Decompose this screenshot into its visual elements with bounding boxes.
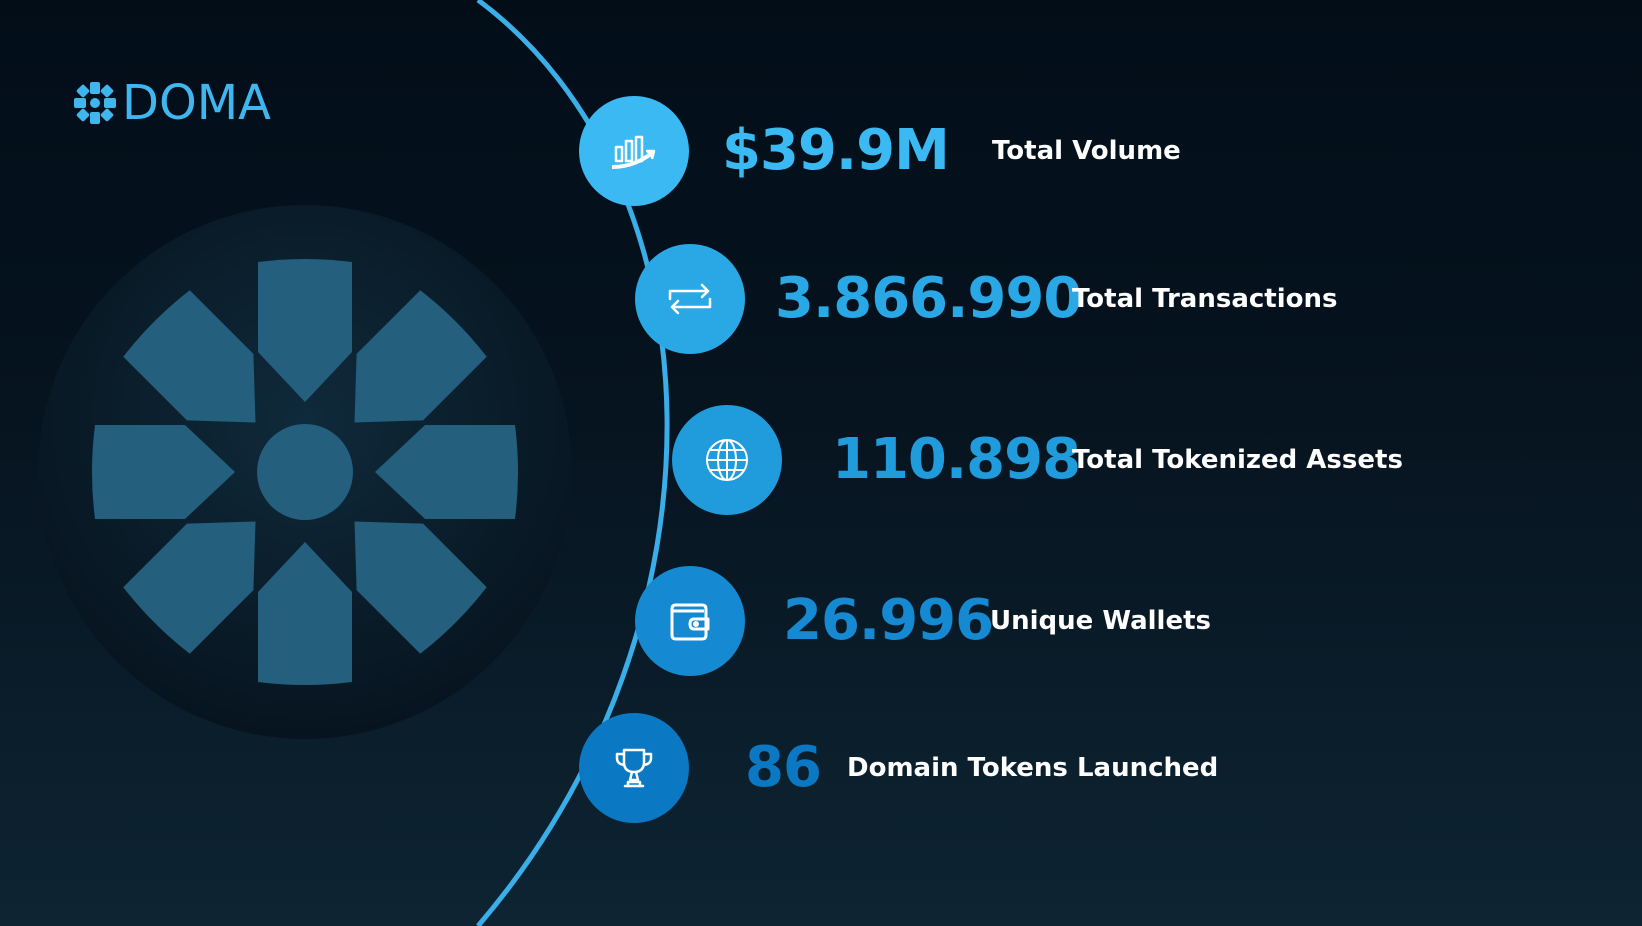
stat-label: Domain Tokens Launched bbox=[847, 753, 1219, 783]
globe-icon bbox=[672, 405, 782, 515]
wallet-icon bbox=[635, 566, 745, 676]
stat-value: 110.898 bbox=[832, 427, 1081, 492]
trophy-icon bbox=[579, 713, 689, 823]
stat-label: Total Transactions bbox=[1072, 284, 1338, 314]
stat-label: Unique Wallets bbox=[990, 606, 1211, 636]
swap-arrows-icon bbox=[635, 244, 745, 354]
brand-logo: DOMA bbox=[72, 78, 271, 128]
emblem-petals bbox=[92, 259, 518, 685]
stat-value: $39.9M bbox=[722, 118, 950, 183]
brand-name: DOMA bbox=[122, 75, 271, 131]
stat-label: Total Tokenized Assets bbox=[1072, 445, 1403, 475]
logo-flower-icon bbox=[74, 82, 116, 124]
chart-growth-icon bbox=[579, 96, 689, 206]
stat-value: 3.866.990 bbox=[775, 266, 1082, 331]
stat-value: 86 bbox=[745, 735, 822, 800]
timeline-arc bbox=[476, 0, 670, 926]
stat-label: Total Volume bbox=[992, 136, 1181, 166]
stat-value: 26.996 bbox=[783, 588, 994, 653]
